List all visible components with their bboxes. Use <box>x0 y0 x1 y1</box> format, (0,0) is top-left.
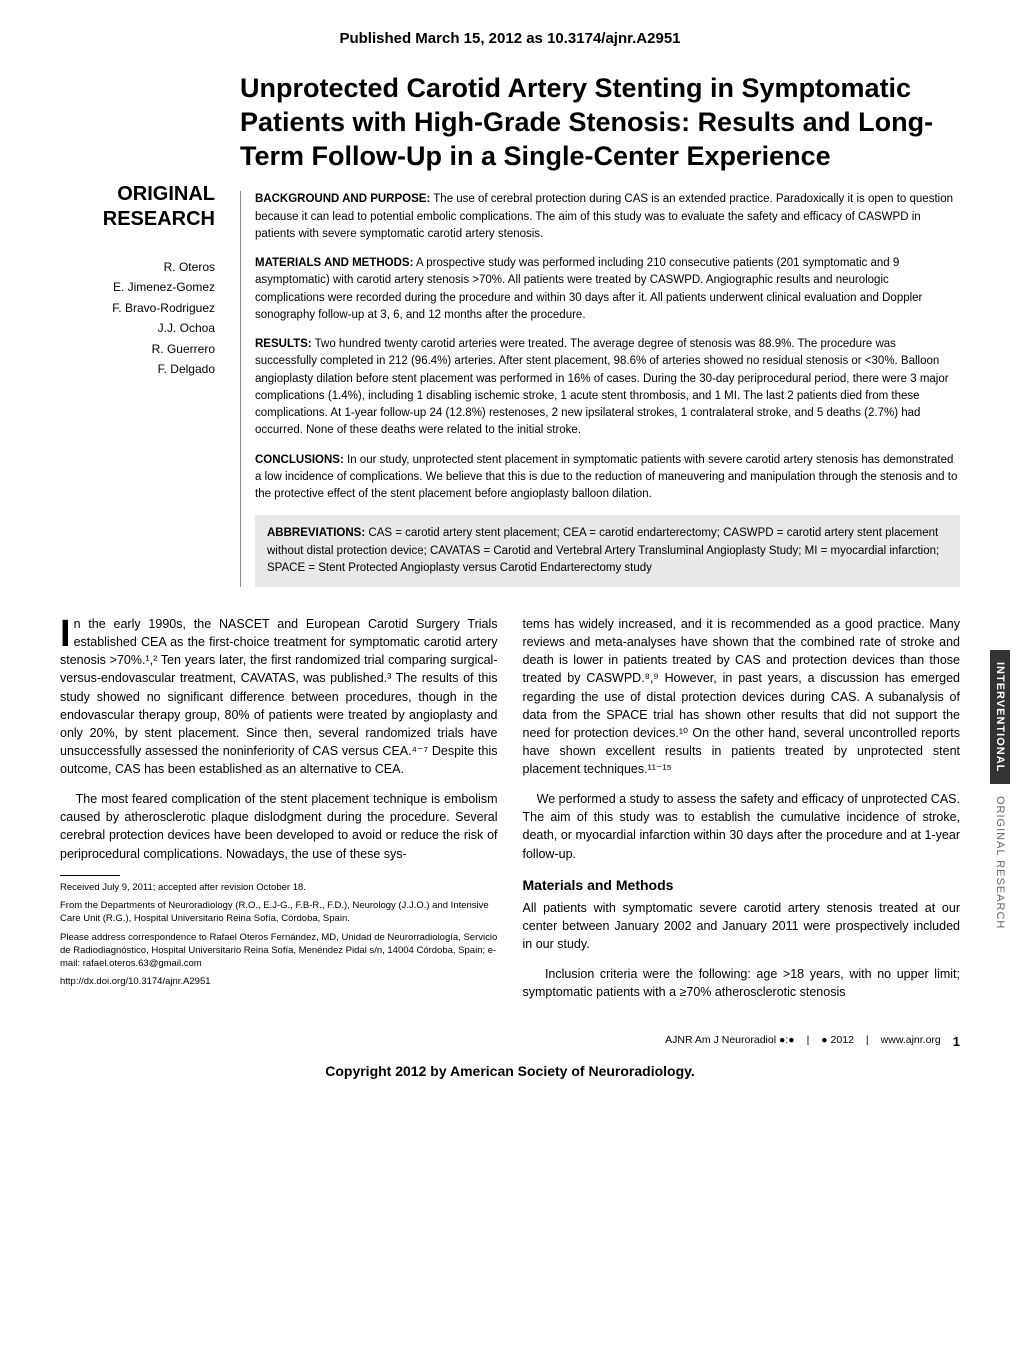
body-p6-text: Inclusion criteria were the following: a… <box>523 967 960 999</box>
body-p6: Inclusion criteria were the following: a… <box>523 965 961 1001</box>
body-text: In the early 1990s, the NASCET and Europ… <box>60 615 960 1014</box>
abstract-con-text: In our study, unprotected stent placemen… <box>255 454 957 501</box>
body-p4-text: We performed a study to assess the safet… <box>523 792 961 860</box>
author: R. Oteros <box>60 257 215 277</box>
author: R. Guerrero <box>60 339 215 359</box>
body-p5: All patients with symptomatic severe car… <box>523 899 961 953</box>
footer-url: www.ajnr.org <box>881 1034 941 1049</box>
footer-info: Received July 9, 2011; accepted after re… <box>60 875 498 989</box>
body-p2: The most feared complication of the sten… <box>60 790 498 863</box>
correspondence-line: Please address correspondence to Rafael … <box>60 931 498 971</box>
footer-date: ● 2012 <box>821 1034 854 1049</box>
abstract-con-label: CONCLUSIONS: <box>255 454 344 466</box>
author-list: R. Oteros E. Jimenez-Gomez F. Bravo-Rodr… <box>60 257 215 379</box>
side-tab-light: ORIGINAL RESEARCH <box>990 784 1010 941</box>
author: E. Jimenez-Gomez <box>60 277 215 297</box>
footer-rule <box>60 875 120 876</box>
footer-sep: | <box>866 1034 869 1049</box>
abstract-box: BACKGROUND AND PURPOSE: The use of cereb… <box>240 191 960 587</box>
body-p1: In the early 1990s, the NASCET and Europ… <box>60 615 498 778</box>
author: F. Bravo-Rodriguez <box>60 298 215 318</box>
section-label-line2: RESEARCH <box>103 208 215 230</box>
abstract-methods: MATERIALS AND METHODS: A prospective stu… <box>255 255 960 324</box>
received-line: Received July 9, 2011; accepted after re… <box>60 881 498 894</box>
article-title: Unprotected Carotid Artery Stenting in S… <box>240 72 960 173</box>
section-label-line1: ORIGINAL <box>117 183 215 205</box>
author: J.J. Ochoa <box>60 318 215 338</box>
doi-header: Published March 15, 2012 as 10.3174/ajnr… <box>60 30 960 47</box>
header-block: ORIGINAL RESEARCH R. Oteros E. Jimenez-G… <box>60 72 960 587</box>
body-p3: tems has widely increased, and it is rec… <box>523 615 961 778</box>
methods-heading: Materials and Methods <box>523 875 961 895</box>
abstract-mm-label: MATERIALS AND METHODS: <box>255 257 413 269</box>
page-number: 1 <box>953 1034 960 1049</box>
page-footer: AJNR Am J Neuroradiol ●:● | ● 2012 | www… <box>60 1034 960 1049</box>
left-column: ORIGINAL RESEARCH R. Oteros E. Jimenez-G… <box>60 72 240 587</box>
body-p4: We performed a study to assess the safet… <box>523 790 961 863</box>
doi-link: http://dx.doi.org/10.3174/ajnr.A2951 <box>60 975 498 988</box>
dropcap: I <box>60 615 74 650</box>
footer-sep: | <box>807 1034 810 1049</box>
right-column: Unprotected Carotid Artery Stenting in S… <box>240 72 960 587</box>
side-tab-dark: INTERVENTIONAL <box>990 650 1010 784</box>
side-tab: INTERVENTIONALORIGINAL RESEARCH <box>994 650 1006 942</box>
footer-journal: AJNR Am J Neuroradiol ●:● <box>665 1034 794 1049</box>
abbreviations-box: ABBREVIATIONS: CAS = carotid artery sten… <box>255 515 960 587</box>
abstract-bg-label: BACKGROUND AND PURPOSE: <box>255 193 430 205</box>
abstract-conclusions: CONCLUSIONS: In our study, unprotected s… <box>255 452 960 504</box>
body-p1-text: n the early 1990s, the NASCET and Europe… <box>60 617 498 776</box>
abstract-results: RESULTS: Two hundred twenty carotid arte… <box>255 336 960 440</box>
abstract-res-text: Two hundred twenty carotid arteries were… <box>255 338 949 436</box>
affiliation-line: From the Departments of Neuroradiology (… <box>60 899 498 926</box>
abbrev-text: CAS = carotid artery stent placement; CE… <box>267 527 939 574</box>
body-column-right: tems has widely increased, and it is rec… <box>523 615 961 1014</box>
author: F. Delgado <box>60 359 215 379</box>
abbrev-label: ABBREVIATIONS: <box>267 527 365 539</box>
section-label: ORIGINAL RESEARCH <box>60 182 215 232</box>
copyright-line: Copyright 2012 by American Society of Ne… <box>60 1063 960 1079</box>
abstract-res-label: RESULTS: <box>255 338 312 350</box>
body-p2-text: The most feared complication of the sten… <box>60 792 498 860</box>
abstract-background: BACKGROUND AND PURPOSE: The use of cereb… <box>255 191 960 243</box>
body-column-left: In the early 1990s, the NASCET and Europ… <box>60 615 498 1014</box>
